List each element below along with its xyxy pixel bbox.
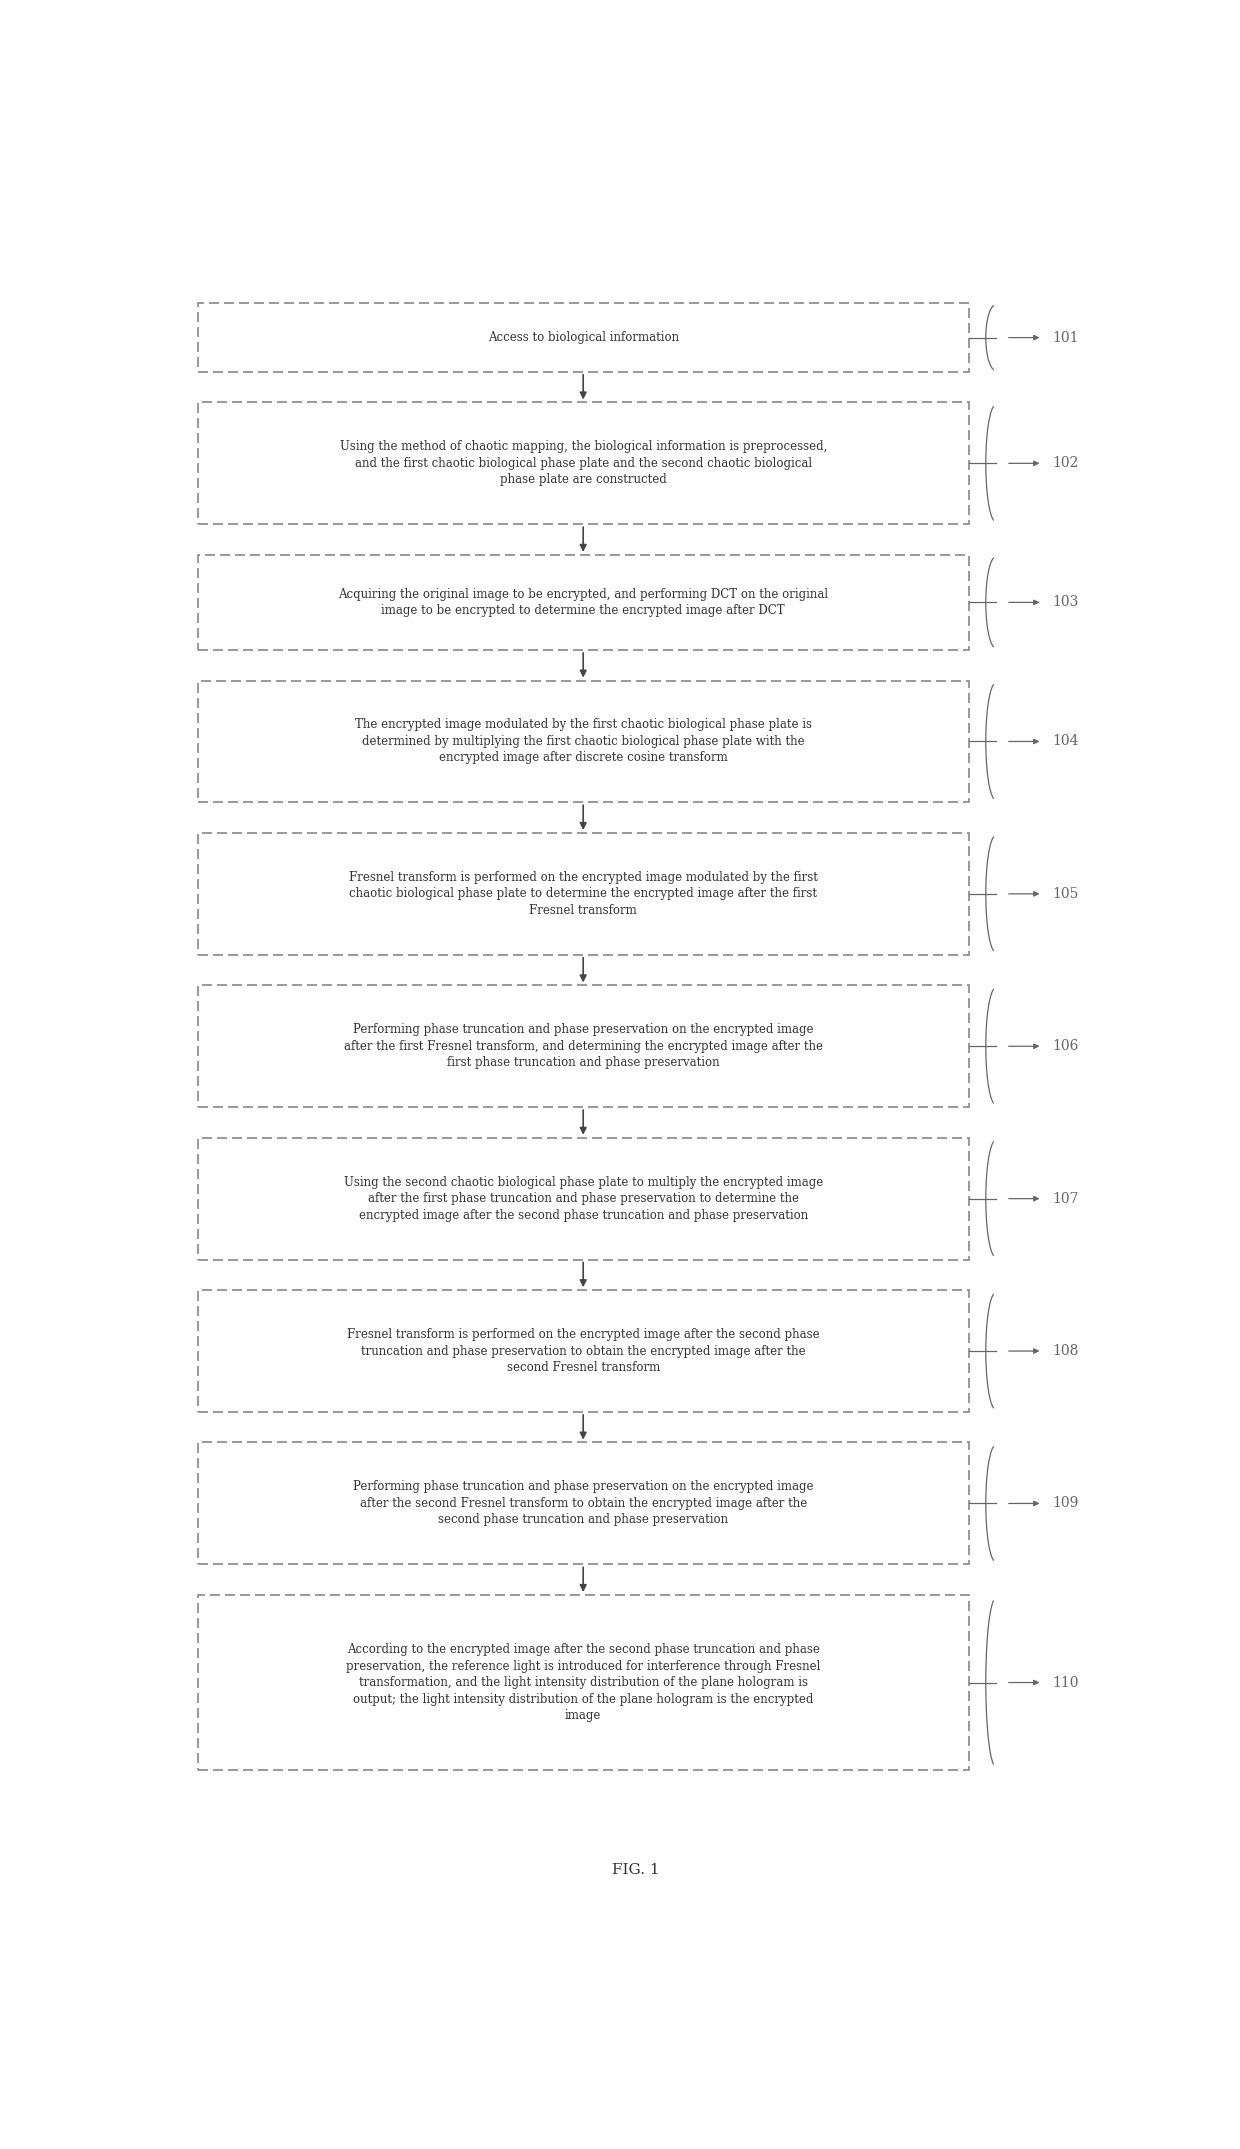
Text: 103: 103	[1053, 595, 1079, 610]
Text: According to the encrypted image after the second phase truncation and phase
pre: According to the encrypted image after t…	[346, 1644, 821, 1721]
Text: The encrypted image modulated by the first chaotic biological phase plate is
det: The encrypted image modulated by the fir…	[355, 718, 812, 765]
Bar	[197, 984, 968, 1107]
Text: Fresnel transform is performed on the encrypted image after the second phase
tru: Fresnel transform is performed on the en…	[347, 1328, 820, 1373]
Text: 107: 107	[1053, 1193, 1079, 1206]
Bar	[197, 554, 968, 649]
Bar	[197, 402, 968, 524]
Bar	[197, 303, 968, 372]
Text: 104: 104	[1053, 735, 1079, 748]
Text: Using the method of chaotic mapping, the biological information is preprocessed,: Using the method of chaotic mapping, the…	[340, 441, 827, 486]
Text: Performing phase truncation and phase preservation on the encrypted image
after : Performing phase truncation and phase pr…	[353, 1481, 813, 1526]
Text: 110: 110	[1053, 1676, 1079, 1689]
Text: Using the second chaotic biological phase plate to multiply the encrypted image
: Using the second chaotic biological phas…	[343, 1176, 823, 1221]
Bar	[197, 1595, 968, 1771]
Text: 105: 105	[1053, 888, 1079, 900]
Text: 101: 101	[1053, 331, 1079, 344]
Text: FIG. 1: FIG. 1	[611, 1863, 660, 1878]
Bar	[197, 1137, 968, 1259]
Text: 109: 109	[1053, 1496, 1079, 1511]
Text: Performing phase truncation and phase preservation on the encrypted image
after : Performing phase truncation and phase pr…	[343, 1023, 822, 1070]
Text: 102: 102	[1053, 456, 1079, 471]
Text: 108: 108	[1053, 1343, 1079, 1358]
Text: Acquiring the original image to be encrypted, and performing DCT on the original: Acquiring the original image to be encry…	[339, 587, 828, 617]
Text: 106: 106	[1053, 1040, 1079, 1053]
Bar	[197, 1289, 968, 1412]
Bar	[197, 681, 968, 802]
Bar	[197, 834, 968, 954]
Text: Access to biological information: Access to biological information	[487, 331, 678, 344]
Text: Fresnel transform is performed on the encrypted image modulated by the first
cha: Fresnel transform is performed on the en…	[348, 870, 817, 918]
Bar	[197, 1442, 968, 1564]
